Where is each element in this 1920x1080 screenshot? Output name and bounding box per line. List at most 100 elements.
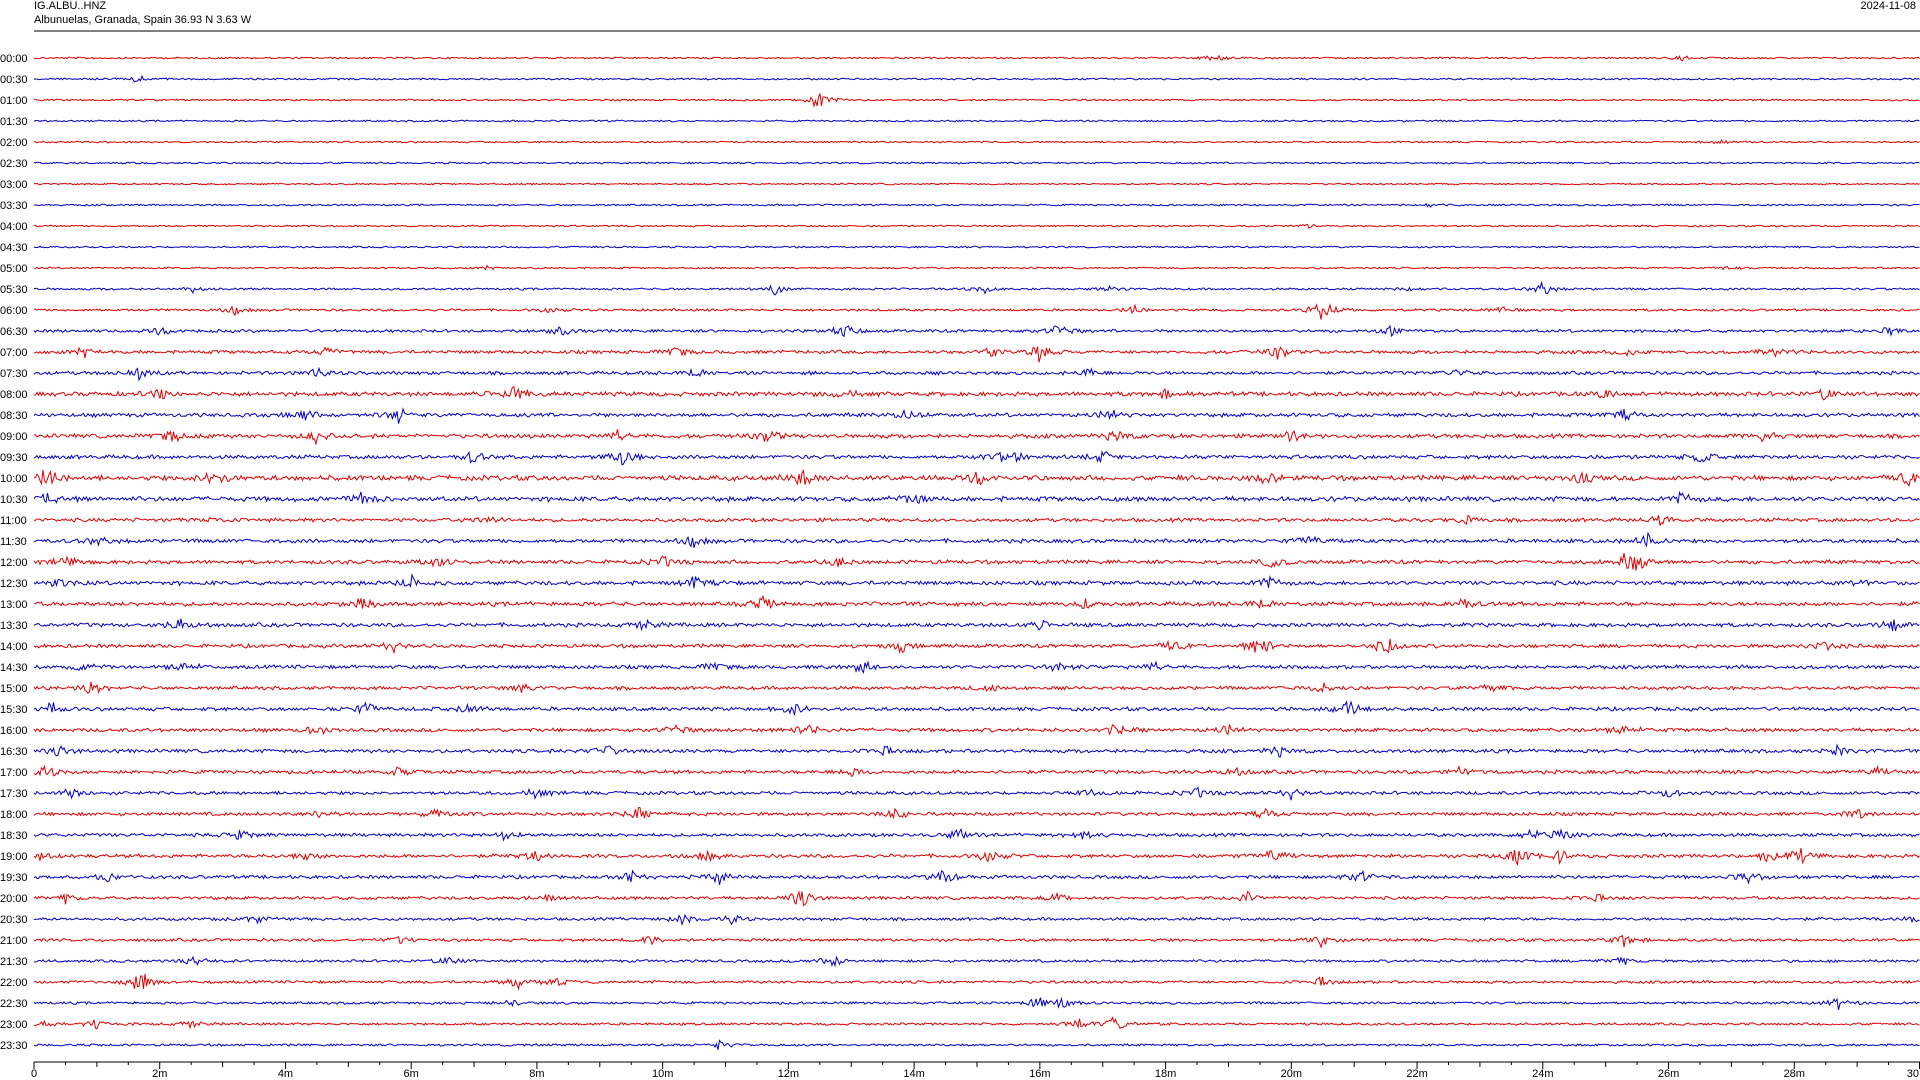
- trace-0900: [33, 429, 1920, 446]
- trace-1800: [33, 806, 1920, 820]
- trace-1030: [33, 490, 1920, 505]
- x-tick-label: 30: [1907, 1068, 1919, 1080]
- row-label: 12:00: [0, 557, 28, 569]
- trace-1500: [33, 681, 1920, 695]
- trace-0930: [33, 450, 1920, 466]
- row-label: 13:00: [0, 599, 28, 611]
- row-label: 21:00: [0, 935, 28, 947]
- row-label: 15:30: [0, 704, 28, 716]
- row-label: 10:30: [0, 494, 28, 506]
- row-label: 19:00: [0, 851, 28, 863]
- row-label: 05:00: [0, 263, 28, 275]
- trace-0730: [33, 366, 1920, 382]
- row-label: 16:30: [0, 746, 28, 758]
- trace-2330: [33, 1039, 1920, 1050]
- trace-1730: [33, 786, 1920, 801]
- trace-2000: [33, 890, 1920, 907]
- trace-2100: [33, 934, 1920, 949]
- row-label: 15:00: [0, 683, 28, 695]
- x-tick-label: 6m: [404, 1068, 419, 1080]
- trace-1300: [34, 594, 1920, 610]
- row-label: 07:30: [0, 368, 28, 380]
- row-label: 17:00: [0, 767, 28, 779]
- x-tick-label: 10m: [652, 1068, 673, 1080]
- trace-2300: [33, 1016, 1920, 1030]
- trace-0530: [33, 280, 1920, 296]
- trace-0230: [33, 161, 1920, 165]
- x-tick-label: 2m: [152, 1068, 167, 1080]
- trace-0000: [33, 54, 1920, 62]
- row-label: 09:30: [0, 452, 28, 464]
- row-label: 17:30: [0, 788, 28, 800]
- row-label: 14:00: [0, 641, 28, 653]
- row-label: 08:00: [0, 389, 28, 401]
- row-label: 12:30: [0, 578, 28, 590]
- row-label: 22:00: [0, 977, 28, 989]
- row-label: 08:30: [0, 410, 28, 422]
- row-label: 04:30: [0, 242, 28, 254]
- row-label: 11:00: [0, 515, 27, 527]
- row-label: 18:30: [0, 830, 28, 842]
- x-tick-label: 24m: [1532, 1068, 1553, 1080]
- trace-0200: [33, 139, 1920, 145]
- trace-2030: [33, 913, 1920, 926]
- trace-0400: [33, 223, 1920, 229]
- x-tick-label: 22m: [1406, 1068, 1427, 1080]
- trace-1230: [33, 573, 1920, 589]
- row-label: 02:30: [0, 158, 28, 170]
- station-location: Albunuelas, Granada, Spain 36.93 N 3.63 …: [34, 14, 252, 26]
- row-label: 05:30: [0, 284, 28, 296]
- x-tick-label: 8m: [529, 1068, 544, 1080]
- row-label: 00:30: [0, 74, 28, 86]
- x-tick-label: 20m: [1281, 1068, 1302, 1080]
- row-label: 20:00: [0, 893, 28, 905]
- x-tick-label: 14m: [903, 1068, 924, 1080]
- row-label: 01:30: [0, 116, 28, 128]
- row-label: 13:30: [0, 620, 28, 632]
- trace-0030: [33, 74, 1920, 83]
- trace-1630: [33, 743, 1920, 758]
- trace-1000: [33, 468, 1920, 487]
- trace-1600: [33, 723, 1920, 736]
- trace-0700: [33, 346, 1920, 363]
- traces-group: [33, 54, 1920, 1050]
- station-title: IG.ALBU..HNZ: [34, 0, 106, 12]
- row-label: 01:00: [0, 95, 28, 107]
- trace-1330: [33, 618, 1920, 632]
- trace-0830: [33, 407, 1920, 424]
- trace-0100: [34, 93, 1920, 108]
- row-label: 04:00: [0, 221, 28, 233]
- row-label: 16:00: [0, 725, 28, 737]
- trace-1400: [33, 638, 1920, 655]
- trace-2200: [33, 973, 1920, 991]
- trace-1700: [33, 764, 1920, 777]
- x-tick-label: 16m: [1029, 1068, 1050, 1080]
- row-label: 03:00: [0, 179, 28, 191]
- trace-0500: [33, 264, 1920, 271]
- row-labels-group: 00:00 00:30 01:00 01:30 02:00 02:30 03:00 03:30…: [0, 53, 28, 1052]
- trace-2130: [33, 955, 1920, 968]
- date-label: 2024-11-08: [1861, 0, 1916, 12]
- row-label: 03:30: [0, 200, 28, 212]
- row-label: 22:30: [0, 998, 28, 1010]
- trace-1130: [33, 531, 1920, 548]
- trace-1100: [33, 514, 1920, 527]
- trace-1200: [33, 553, 1920, 571]
- row-label: 19:30: [0, 872, 28, 884]
- row-label: 23:00: [0, 1019, 28, 1031]
- row-label: 09:00: [0, 431, 28, 443]
- x-tick-label: 28m: [1784, 1068, 1805, 1080]
- trace-0330: [33, 202, 1920, 208]
- x-tick-label: 12m: [778, 1068, 799, 1080]
- row-label: 02:00: [0, 137, 28, 149]
- trace-1530: [33, 700, 1920, 716]
- row-label: 07:00: [0, 347, 28, 359]
- x-axis: 0 2m 4m 6m 8m 10m 12m 14m 16m 18m 20m 22m 24m 26m 28m 3…: [31, 1062, 1920, 1080]
- trace-1930: [33, 869, 1920, 886]
- trace-0430: [33, 245, 1920, 249]
- x-tick-label: 18m: [1155, 1068, 1176, 1080]
- trace-0630: [33, 324, 1920, 338]
- row-label: 00:00: [0, 53, 28, 65]
- row-label: 06:30: [0, 326, 28, 338]
